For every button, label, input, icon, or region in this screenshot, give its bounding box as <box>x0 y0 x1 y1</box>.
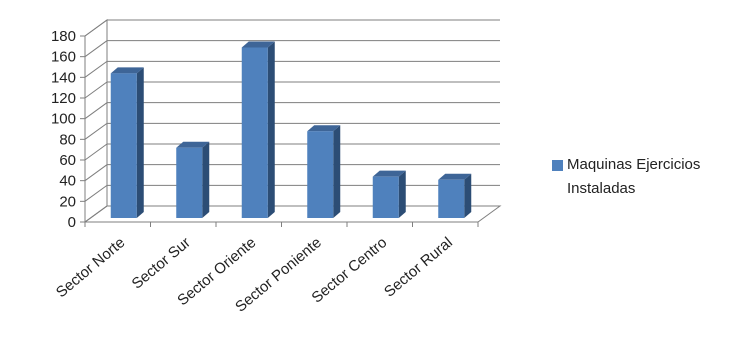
bar-front <box>110 73 137 218</box>
y-tick-label: 80 <box>59 131 76 148</box>
chart-legend: Maquinas Ejercicios Instaladas <box>552 153 737 201</box>
bar-front <box>307 131 334 218</box>
x-tick-label: Sector Sur <box>129 234 194 293</box>
y-tick-label: 0 <box>68 214 76 231</box>
bar <box>176 141 210 218</box>
legend-label: Maquinas Ejercicios Instaladas <box>567 156 701 197</box>
bar-side <box>267 41 275 218</box>
bar-front <box>176 147 203 218</box>
gridline <box>84 122 500 140</box>
chart-grid <box>83 19 502 223</box>
bar-side <box>136 67 144 218</box>
bar-side <box>333 125 341 218</box>
bar-top <box>241 41 275 48</box>
y-tick-label: 40 <box>59 173 76 190</box>
gridline <box>84 19 500 37</box>
y-tick-label: 140 <box>51 69 76 86</box>
gridline <box>84 184 500 202</box>
legend-swatch <box>552 160 563 171</box>
bar-side <box>398 170 406 218</box>
bar-front <box>241 47 268 218</box>
side-wall <box>84 19 108 223</box>
gridline <box>84 60 500 78</box>
bar-top <box>307 125 341 132</box>
y-tick-label: 120 <box>51 90 76 107</box>
bar <box>372 170 406 218</box>
bar-top <box>110 67 144 74</box>
chart-bars <box>110 41 472 218</box>
x-tick-label: Sector Norte <box>53 234 128 301</box>
gridline <box>84 143 500 161</box>
gridline <box>84 40 500 58</box>
bar <box>438 173 472 218</box>
bar-side <box>464 173 472 218</box>
bar-top <box>176 141 210 148</box>
bar <box>110 67 144 218</box>
gridline <box>84 205 500 223</box>
bar-top <box>438 173 472 180</box>
y-tick-label: 60 <box>59 152 76 169</box>
gridline <box>84 81 500 99</box>
bar-front <box>438 179 465 218</box>
y-tick-label: 100 <box>51 111 76 128</box>
y-tick-label: 160 <box>51 49 76 66</box>
y-tick-label: 180 <box>51 28 76 45</box>
bar <box>307 125 341 218</box>
bar-front <box>372 176 399 218</box>
gridline <box>84 164 500 182</box>
bar-top <box>372 170 406 177</box>
y-tick-label: 20 <box>59 193 76 210</box>
floor <box>83 205 502 223</box>
gridline <box>84 102 500 120</box>
bar <box>241 41 275 218</box>
x-tick-label: Sector Rural <box>381 234 456 301</box>
bar-side <box>202 141 210 218</box>
